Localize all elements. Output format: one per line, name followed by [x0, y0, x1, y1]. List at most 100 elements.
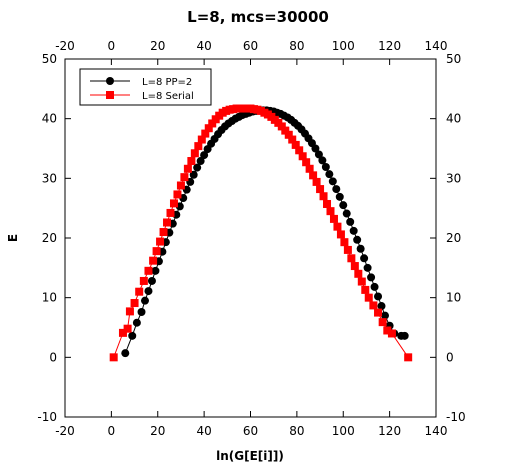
data-point — [130, 299, 139, 308]
data-point — [369, 301, 378, 310]
data-point — [363, 263, 372, 272]
data-point — [321, 162, 330, 171]
data-point — [166, 208, 175, 217]
y-tick-label-left: 0 — [49, 350, 57, 364]
data-point — [350, 262, 359, 271]
data-point — [281, 126, 290, 135]
data-point — [144, 287, 153, 296]
data-point — [137, 307, 146, 316]
data-point — [295, 146, 304, 155]
data-point — [342, 209, 351, 218]
data-point — [312, 177, 321, 186]
data-point — [353, 235, 362, 244]
data-point — [201, 129, 210, 138]
data-point — [319, 192, 328, 201]
data-point — [316, 185, 325, 194]
data-point — [380, 311, 389, 320]
data-point — [340, 238, 349, 247]
data-point — [354, 269, 363, 278]
y-tick-label-left: 40 — [42, 112, 57, 126]
data-point — [204, 124, 213, 133]
data-point — [284, 130, 293, 139]
x-tick-label-top: 100 — [332, 39, 355, 53]
data-point — [311, 144, 320, 153]
data-point — [147, 276, 156, 285]
data-series — [109, 104, 413, 362]
legend-marker — [106, 77, 114, 85]
x-tick-label-top: -20 — [55, 39, 75, 53]
y-tick-label-right: 50 — [446, 52, 461, 66]
data-point — [152, 247, 161, 256]
data-point — [121, 349, 130, 358]
legend-item: L=8 Serial — [90, 91, 194, 102]
data-point — [193, 163, 202, 172]
y-tick-label-right: 0 — [446, 350, 454, 364]
data-point — [328, 177, 337, 186]
data-point — [173, 190, 182, 199]
data-point — [400, 331, 409, 340]
data-point — [140, 296, 149, 305]
data-point — [163, 218, 172, 227]
data-point — [336, 230, 345, 239]
data-point — [176, 181, 185, 190]
data-point — [128, 331, 137, 340]
data-point — [364, 293, 373, 302]
data-point — [169, 199, 178, 208]
data-point — [404, 353, 413, 362]
y-tick-label-right: 40 — [446, 112, 461, 126]
data-point — [139, 276, 148, 285]
data-point — [125, 307, 134, 316]
data-point — [361, 285, 370, 294]
data-point — [187, 157, 196, 166]
x-tick-label-bottom: 0 — [108, 424, 116, 438]
data-point — [332, 185, 341, 194]
x-tick-label-top: 80 — [289, 39, 304, 53]
y-tick-label-left: -10 — [37, 410, 57, 424]
x-tick-label-bottom: 60 — [243, 424, 258, 438]
y-tick-label-right: 20 — [446, 231, 461, 245]
data-point — [298, 152, 307, 161]
data-point — [333, 222, 342, 231]
data-point — [197, 135, 206, 144]
data-point — [183, 164, 192, 173]
y-tick-label-left: 10 — [42, 291, 57, 305]
data-point — [123, 324, 132, 333]
y-tick-label-right: 10 — [446, 291, 461, 305]
x-tick-label-bottom: 20 — [150, 424, 165, 438]
x-tick-label-bottom: 100 — [332, 424, 355, 438]
data-point — [208, 119, 217, 128]
x-tick-label-bottom: 40 — [196, 424, 211, 438]
data-point — [374, 292, 383, 301]
legend-label: L=8 Serial — [142, 91, 194, 102]
data-point — [196, 157, 205, 166]
data-point — [109, 353, 118, 362]
data-point — [326, 207, 335, 216]
data-point — [305, 164, 314, 173]
data-point — [180, 173, 189, 182]
data-point — [349, 226, 358, 235]
x-tick-label-top: 0 — [108, 39, 116, 53]
data-point — [194, 142, 203, 151]
data-point — [314, 150, 323, 159]
data-point — [149, 256, 158, 265]
chart-title: L=8, mcs=30000 — [187, 8, 329, 26]
data-point — [347, 254, 356, 263]
data-point — [277, 122, 286, 131]
data-point — [339, 201, 348, 210]
y-tick-label-right: 30 — [446, 171, 461, 185]
data-point — [357, 277, 366, 286]
data-point — [378, 318, 387, 327]
data-point — [356, 244, 365, 253]
data-point — [346, 217, 355, 226]
y-tick-label-right: -10 — [446, 410, 466, 424]
x-axis-label: ln(G[E[i]]) — [216, 449, 284, 463]
data-point — [360, 254, 369, 263]
x-tick-label-top: 20 — [150, 39, 165, 53]
data-point — [343, 245, 352, 254]
y-axis-label: E — [6, 234, 20, 242]
data-point — [144, 266, 153, 275]
data-point — [318, 156, 327, 165]
x-tick-label-top: 120 — [378, 39, 401, 53]
series-1 — [109, 104, 413, 362]
